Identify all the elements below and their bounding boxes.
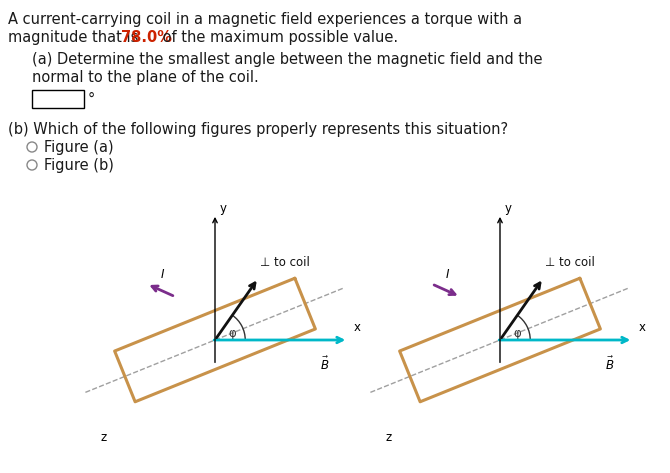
Text: φ: φ: [228, 327, 237, 341]
Bar: [32, 90, 84, 108]
Text: x: x: [353, 321, 360, 334]
Text: y: y: [505, 202, 512, 216]
Text: z: z: [385, 431, 391, 444]
Text: I: I: [446, 268, 449, 281]
Text: y: y: [220, 202, 227, 216]
Text: $\vec{B}$: $\vec{B}$: [320, 356, 329, 373]
Text: (a) Determine the smallest angle between the magnetic field and the: (a) Determine the smallest angle between…: [32, 52, 543, 67]
Text: (b) Which of the following figures properly represents this situation?: (b) Which of the following figures prope…: [8, 122, 508, 137]
Text: Figure (a): Figure (a): [44, 140, 114, 155]
Text: ⊥ to coil: ⊥ to coil: [545, 256, 595, 270]
Text: ⊥ to coil: ⊥ to coil: [260, 256, 310, 270]
Text: magnitude that is: magnitude that is: [8, 30, 143, 45]
Text: Figure (b): Figure (b): [44, 158, 114, 173]
Text: A current-carrying coil in a magnetic field experiences a torque with a: A current-carrying coil in a magnetic fi…: [8, 12, 522, 27]
Text: $\vec{B}$: $\vec{B}$: [605, 356, 614, 373]
Text: normal to the plane of the coil.: normal to the plane of the coil.: [32, 70, 259, 85]
Text: °: °: [88, 91, 95, 106]
Text: 78.0%: 78.0%: [121, 30, 172, 45]
Circle shape: [27, 160, 37, 170]
Text: z: z: [100, 431, 107, 444]
Text: x: x: [639, 321, 645, 334]
Text: φ: φ: [514, 327, 521, 341]
Circle shape: [27, 142, 37, 152]
Text: of the maximum possible value.: of the maximum possible value.: [158, 30, 398, 45]
Text: I: I: [161, 268, 164, 281]
